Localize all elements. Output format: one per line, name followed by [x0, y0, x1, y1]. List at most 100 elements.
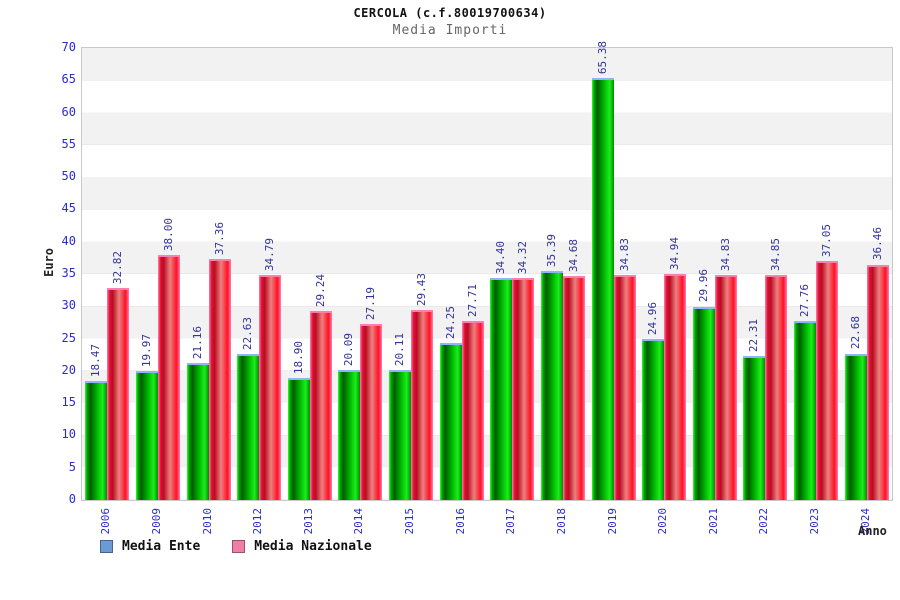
bar-media-ente-2014 [338, 370, 361, 500]
bar-media-nazionale-2019 [613, 275, 636, 500]
bar-media-ente-2010 [186, 363, 209, 500]
bar-value-label: 34.40 [494, 240, 508, 274]
bar-value-label: 27.76 [798, 283, 812, 317]
bar-value-label: 27.19 [364, 287, 378, 321]
bar-media-nazionale-2016 [461, 321, 484, 500]
bar-media-ente-2012 [237, 353, 260, 500]
bar-media-ente-2020 [642, 338, 665, 500]
bar-media-nazionale-2014 [360, 324, 383, 500]
y-tick-label: 35 [61, 266, 76, 280]
bar-media-nazionale-2023 [816, 260, 839, 500]
y-tick-label: 70 [61, 40, 76, 54]
x-tick-label-2009: 2009 [149, 508, 163, 535]
bar-group-2006: 18.47 32.82 [82, 48, 133, 500]
y-tick-label: 5 [68, 459, 76, 474]
bar-media-nazionale-2009 [157, 254, 180, 500]
x-tick-label-2016: 2016 [453, 508, 467, 535]
x-tick-label-2006: 2006 [99, 508, 113, 535]
x-tick-label-2019: 2019 [605, 508, 619, 535]
bar-value-label: 21.16 [190, 326, 204, 360]
bar-media-nazionale-2015 [411, 309, 434, 500]
bar-value-label: 18.47 [89, 343, 103, 377]
bar-group-2015: 20.11 29.43 [386, 48, 437, 500]
y-tick-label: 20 [61, 362, 76, 377]
bar-value-label: 34.79 [263, 238, 277, 272]
x-tick-label-2017: 2017 [504, 508, 518, 535]
bar-media-ente-2018 [540, 271, 563, 500]
bar-value-label: 36.46 [870, 227, 884, 261]
bar-media-nazionale-2022 [765, 274, 788, 500]
x-tick-label-2014: 2014 [352, 508, 366, 535]
bar-media-nazionale-2020 [664, 274, 687, 500]
x-tick-label-2012: 2012 [251, 508, 265, 535]
bar-group-2017: 34.40 34.32 [487, 48, 538, 500]
chart-title: CERCOLA (c.f.80019700634) [353, 6, 547, 20]
x-axis-title: Anno [858, 524, 887, 538]
x-tick-label-2013: 2013 [301, 508, 315, 535]
bar-group-2021: 29.96 34.83 [690, 48, 741, 500]
bar-value-label: 20.09 [342, 333, 356, 367]
x-tick-label-2021: 2021 [706, 508, 720, 535]
bar-value-label: 34.94 [668, 237, 682, 271]
x-tick-label-2010: 2010 [200, 508, 214, 535]
bar-group-2010: 21.16 37.36 [183, 48, 234, 500]
bar-media-ente-2022 [743, 355, 766, 500]
bar-value-label: 29.24 [313, 274, 327, 308]
bar-media-nazionale-2018 [562, 276, 585, 500]
bar-media-ente-2015 [389, 370, 412, 500]
bar-media-nazionale-2017 [512, 278, 535, 500]
bar-media-nazionale-2024 [866, 264, 889, 500]
bar-value-label: 34.68 [566, 238, 580, 273]
x-tick-label-2020: 2020 [656, 508, 670, 535]
bar-media-ente-2024 [844, 353, 867, 500]
bar-value-label: 24.96 [646, 301, 660, 335]
plot-area: 18.47 32.82 19.97 38.00 21.16 37.36 22.63 34.79… [81, 41, 893, 501]
y-tick-label: 60 [61, 104, 76, 119]
bar-group-2023: 27.76 37.05 [791, 48, 842, 500]
bar-media-ente-2019 [591, 77, 614, 500]
bar-value-label: 35.39 [544, 234, 558, 268]
chart-subtitle: Media Importi [392, 23, 508, 38]
y-tick-label: 55 [61, 136, 76, 151]
bar-group-2024: 22.68 36.46 [841, 48, 892, 500]
bar-value-label: 22.68 [848, 316, 862, 350]
y-tick-label: 50 [61, 169, 76, 184]
x-tick-label-2022: 2022 [757, 508, 771, 535]
bar-media-ente-2009 [135, 371, 158, 500]
bar-value-label: 37.36 [212, 221, 226, 255]
x-tick-label-2015: 2015 [403, 508, 417, 535]
bar-value-label: 20.11 [393, 333, 407, 367]
y-tick-label: 30 [61, 298, 76, 313]
y-tick-label: 0 [68, 492, 76, 506]
bar-group-2018: 35.39 34.68 [538, 48, 589, 500]
bar-media-nazionale-2010 [208, 258, 231, 500]
media-ente-swatch-icon [100, 540, 113, 553]
y-tick-label: 65 [61, 72, 76, 87]
bar-value-label: 38.00 [161, 217, 175, 251]
bar-media-nazionale-2021 [714, 275, 737, 500]
bar-group-2009: 19.97 38.00 [133, 48, 184, 500]
bar-group-2019: 65.38 34.83 [588, 41, 639, 500]
y-tick-label: 15 [61, 395, 76, 410]
bar-media-ente-2023 [794, 320, 817, 500]
x-tick-label-2018: 2018 [554, 508, 568, 535]
legend-item-media-nazionale: Media Nazionale [232, 539, 372, 554]
y-tick-label: 45 [61, 201, 76, 216]
bar-group-2022: 22.31 34.85 [740, 48, 791, 500]
bar-media-nazionale-2013 [309, 311, 332, 500]
bar-group-2016: 24.25 27.71 [436, 48, 487, 500]
bar-value-label: 34.85 [769, 237, 783, 271]
bar-group-2012: 22.63 34.79 [234, 48, 285, 500]
bar-value-label: 19.97 [139, 333, 153, 368]
bar-group-2020: 24.96 34.94 [639, 48, 690, 500]
bar-value-label: 18.90 [291, 340, 305, 374]
bar-value-label: 29.96 [696, 269, 710, 303]
bar-value-label: 32.82 [111, 250, 125, 285]
y-tick-label: 40 [61, 233, 76, 248]
legend-label-media-ente: Media Ente [122, 539, 201, 554]
bar-value-label: 24.25 [443, 306, 457, 340]
bar-value-label: 29.43 [415, 272, 429, 306]
bar-media-ente-2021 [692, 306, 715, 500]
y-tick-label: 25 [61, 330, 76, 345]
